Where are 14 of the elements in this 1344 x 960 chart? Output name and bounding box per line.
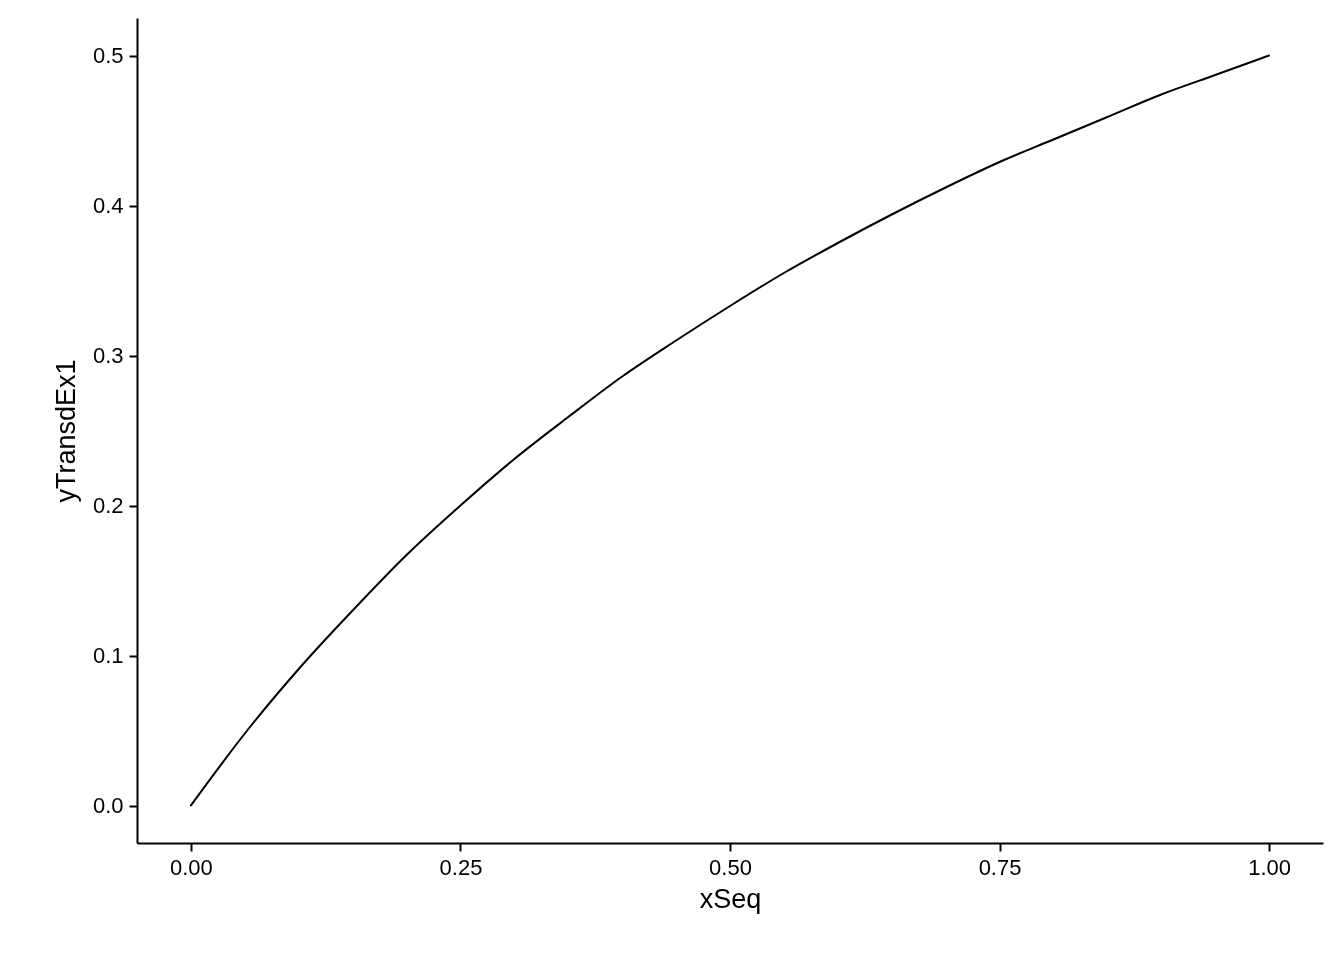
x-axis-title: xSeq [699, 883, 762, 914]
y-tick-label: 0.0 [92, 793, 124, 818]
y-tick-label: 0.3 [92, 343, 124, 368]
x-tick-label: 1.00 [1248, 854, 1292, 880]
x-tick-label: 0.50 [709, 854, 752, 880]
x-tick-label: 0.00 [170, 854, 213, 880]
x-tick-label: 0.75 [978, 854, 1022, 880]
y-tick-label: 0.1 [92, 643, 124, 668]
y-tick-label: 0.4 [92, 193, 124, 218]
y-tick-label: 0.5 [92, 43, 124, 68]
y-tick-label: 0.2 [92, 493, 124, 518]
x-tick-label: 0.25 [439, 854, 483, 880]
line-series [189, 54, 1271, 807]
y-axis-title: yTransdEx1 [50, 359, 81, 503]
